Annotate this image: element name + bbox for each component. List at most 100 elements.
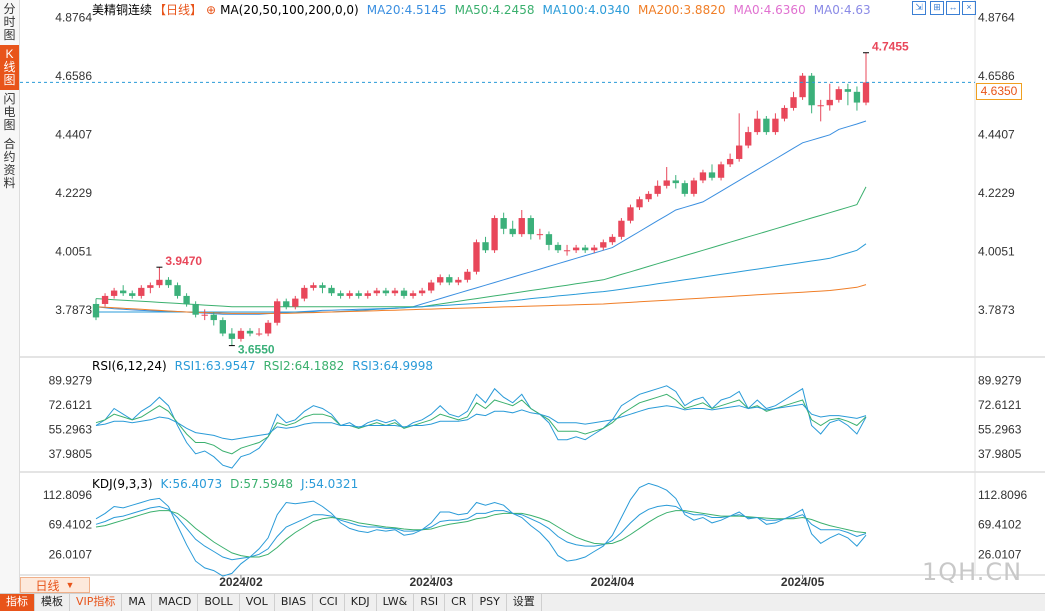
candle-body [618, 220, 625, 237]
sidebar-item-3[interactable]: 合约资料 [3, 137, 16, 190]
candle-body [437, 277, 444, 283]
candle-body [745, 132, 752, 146]
price-ytick-right: 4.6586 [978, 69, 1015, 83]
indicator-tab-0[interactable]: 指标 [0, 594, 35, 611]
candle-body [246, 330, 254, 334]
candle-body [418, 290, 426, 294]
rsi-ytick-right: 89.9279 [978, 373, 1022, 387]
indicator-tab-14[interactable]: 设置 [507, 594, 542, 611]
price-ytick-right: 4.2229 [978, 186, 1015, 200]
indicator-tab-4[interactable]: MACD [152, 594, 199, 611]
kdj-panel: 112.8096 112.8096 69.4102 69.4102 26.0107 26.… [43, 482, 1027, 577]
rsi-legend-part-1: RSI1:63.9547 [175, 359, 256, 373]
price-ytick-left: 4.8764 [55, 11, 92, 25]
candle-body [817, 105, 824, 107]
candle-body [799, 75, 806, 98]
chart-canvas[interactable]: 4.8764 4.8764 4.6586 4.6586 4.4407 4.4407 4.22… [0, 0, 1045, 593]
sidebar-item-2[interactable]: 闪电图 [3, 92, 16, 132]
price-ytick-left: 4.2229 [55, 186, 92, 200]
kdj-ytick-left: 112.8096 [43, 488, 92, 502]
x-tick-label: 2024/04 [591, 575, 635, 589]
candlestick-panel: 4.8764 4.8764 4.6586 4.6586 4.4407 4.4407 4.22… [20, 11, 1015, 357]
sidebar-item-0[interactable]: 分时图 [3, 2, 16, 42]
candle-body [129, 293, 136, 296]
kdj-line-k [95, 504, 867, 561]
candle-body [835, 89, 842, 100]
candle-body [165, 279, 172, 286]
indicator-tab-8[interactable]: CCI [313, 594, 345, 611]
x-axis: 2024/02 2024/03 2024/04 2024/05 [219, 575, 825, 589]
candle-body [120, 290, 127, 294]
close-icon[interactable]: × [962, 1, 976, 15]
kdj-line-j [95, 482, 867, 577]
rsi-legend-part-2: RSI2:64.1882 [263, 359, 344, 373]
candle-body [156, 279, 163, 286]
kdj-ytick-left: 26.0107 [49, 547, 93, 561]
candle-body [301, 287, 308, 299]
annotation-label: 3.6550 [238, 343, 275, 357]
indicator-tab-13[interactable]: PSY [473, 594, 507, 611]
rsi-legend-part-3: RSI3:64.9998 [352, 359, 433, 373]
grid-icon[interactable]: ⊞ [930, 1, 944, 15]
candle-body [853, 91, 861, 103]
candle-body [364, 293, 371, 296]
ma-line-ma100 [96, 243, 867, 313]
candle-body [736, 145, 743, 159]
kdj-line-d [95, 510, 867, 558]
rsi-legend-part-0: RSI(6,12,24) [92, 359, 167, 373]
candle-body [572, 247, 580, 251]
candle-body [754, 118, 761, 133]
candle-body [310, 285, 317, 288]
rsi-line-rsi1 [95, 385, 867, 469]
ma-line-ma200 [95, 284, 867, 314]
candle-body [264, 322, 272, 334]
main-legend-part-7: MA200:3.8820 [638, 3, 726, 17]
candle-body [192, 303, 199, 315]
main-legend-part-5: MA50:4.2458 [455, 3, 535, 17]
candle-body [545, 234, 553, 245]
rsi-line-rsi2 [95, 393, 867, 455]
main-legend-part-2: ⊕ [206, 3, 216, 17]
indicator-tab-10[interactable]: LW& [377, 594, 415, 611]
candle-body [763, 118, 770, 133]
indicator-tab-3[interactable]: MA [122, 594, 153, 611]
candle-body [147, 285, 154, 288]
rsi-ytick-left: 37.9805 [49, 447, 93, 461]
candle-body [808, 75, 815, 106]
candle-body [446, 277, 453, 283]
indicator-tab-11[interactable]: RSI [414, 594, 446, 611]
candle-body [636, 199, 643, 208]
candle-body [772, 118, 779, 133]
candle-body [473, 242, 480, 272]
main-legend: 美精铜连续 【日线】 ⊕ MA(20,50,100,200,0,0) MA20:4.51… [92, 2, 871, 17]
indicator-tab-6[interactable]: VOL [240, 594, 275, 611]
candle-body [464, 271, 471, 280]
indicator-tab-1[interactable]: 模板 [35, 594, 70, 611]
candle-body [219, 320, 226, 334]
price-ytick-left: 3.7873 [55, 303, 92, 317]
candle-body [509, 228, 516, 235]
indicator-tab-5[interactable]: BOLL [198, 594, 240, 611]
price-ytick-right: 3.7873 [978, 303, 1015, 317]
indicator-tab-12[interactable]: CR [445, 594, 474, 611]
fit-icon[interactable]: ↔ [946, 1, 960, 15]
candle-body [355, 293, 362, 296]
main-legend-part-0: 美精铜连续 [92, 2, 152, 17]
ma-line-ma50 [95, 186, 867, 308]
indicator-tab-9[interactable]: KDJ [345, 594, 377, 611]
indicator-tab-2[interactable]: VIP指标 [70, 594, 123, 611]
indicator-tab-7[interactable]: BIAS [275, 594, 314, 611]
candle-body [409, 293, 417, 296]
candle-body [826, 99, 833, 106]
main-legend-part-8: MA0:4.6360 [733, 3, 805, 17]
candle-body [237, 330, 245, 339]
expand-icon[interactable]: ⇲ [912, 1, 926, 15]
rsi-legend: RSI(6,12,24) RSI1:63.9547 RSI2:64.1882 RSI3… [92, 359, 433, 373]
sidebar-item-1[interactable]: K线图 [0, 45, 19, 90]
main-legend-part-9: MA0:4.63 [814, 3, 871, 17]
kdj-legend-part-3: J:54.0321 [300, 477, 358, 491]
period-selector[interactable]: 日线 ▼ [20, 577, 90, 593]
candle-body [274, 301, 281, 323]
rsi-ytick-left: 72.6121 [49, 398, 93, 412]
candle-body [328, 287, 335, 294]
